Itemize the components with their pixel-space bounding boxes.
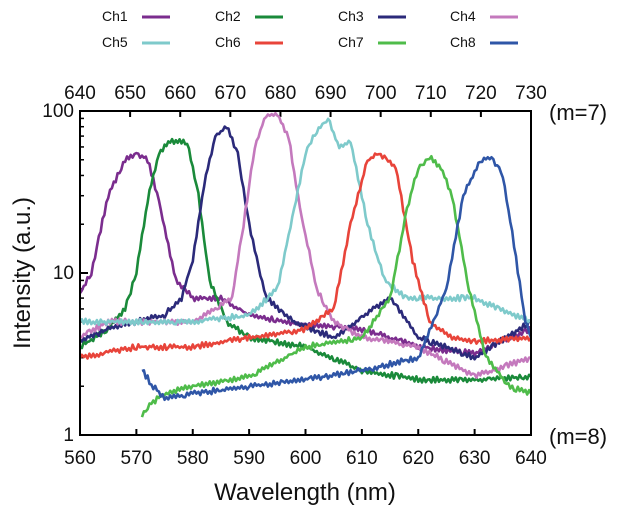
x-tick-label: 580: [177, 448, 209, 469]
legend-item-ch6: Ch6: [215, 34, 283, 50]
x-tick-label: 570: [121, 448, 153, 469]
bottom-order-label: (m=8): [549, 424, 607, 449]
legend-label: Ch5: [102, 34, 128, 50]
legend-item-ch8: Ch8: [450, 34, 518, 50]
x-tick-label: 630: [459, 448, 491, 469]
bottom-axis: 560 570 580 590 600 610 620 630 640: [64, 429, 547, 469]
x-tick-label: 620: [402, 448, 434, 469]
legend-label: Ch3: [338, 8, 364, 24]
top-axis: 640 650 660 670 680 690 700 710 720 730: [64, 83, 547, 117]
series-line-ch7: [140, 155, 531, 418]
top-order-label: (m=7): [549, 100, 607, 125]
top-tick-label: 670: [214, 83, 246, 104]
series-line-ch5: [80, 117, 531, 327]
top-tick-label: 710: [415, 83, 447, 104]
x-axis-title: Wavelength (nm): [214, 479, 396, 506]
series-layer: [80, 111, 531, 418]
x-tick-label: 600: [290, 448, 322, 469]
top-tick-label: 660: [164, 83, 196, 104]
x-tick-label: 590: [233, 448, 265, 469]
legend-label: Ch1: [102, 8, 128, 24]
series-line-ch6: [80, 152, 531, 360]
series-line-ch4: [80, 111, 531, 380]
legend: Ch1 Ch2 Ch3 Ch4 Ch5 Ch6 Ch7 Ch8: [102, 8, 518, 50]
series-line-ch8: [141, 156, 531, 402]
y-tick-label: 1: [63, 425, 74, 446]
x-tick-label: 610: [346, 448, 378, 469]
legend-label: Ch7: [338, 34, 364, 50]
legend-label: Ch2: [215, 8, 241, 24]
top-tick-label: 690: [315, 83, 347, 104]
legend-label: Ch8: [450, 34, 476, 50]
legend-item-ch5: Ch5: [102, 34, 170, 50]
top-tick-label: 730: [515, 83, 547, 104]
legend-label: Ch6: [215, 34, 241, 50]
y-tick-label: 100: [42, 101, 74, 122]
top-tick-label: 680: [265, 83, 297, 104]
x-tick-label: 640: [515, 448, 547, 469]
y-tick-label: 10: [53, 263, 74, 284]
legend-item-ch2: Ch2: [215, 8, 283, 24]
legend-item-ch1: Ch1: [102, 8, 170, 24]
top-tick-label: 640: [64, 83, 96, 104]
top-tick-label: 720: [465, 83, 497, 104]
legend-item-ch4: Ch4: [450, 8, 518, 24]
top-tick-label: 650: [114, 83, 146, 104]
legend-label: Ch4: [450, 8, 476, 24]
top-tick-label: 700: [365, 83, 397, 104]
legend-item-ch3: Ch3: [338, 8, 406, 24]
left-axis: 1 10 100: [42, 101, 88, 446]
plot-frame: [79, 110, 532, 436]
legend-item-ch7: Ch7: [338, 34, 406, 50]
series-line-ch3: [80, 125, 531, 361]
x-tick-label: 560: [64, 448, 96, 469]
y-axis-title: Intensity (a.u.): [9, 197, 36, 349]
